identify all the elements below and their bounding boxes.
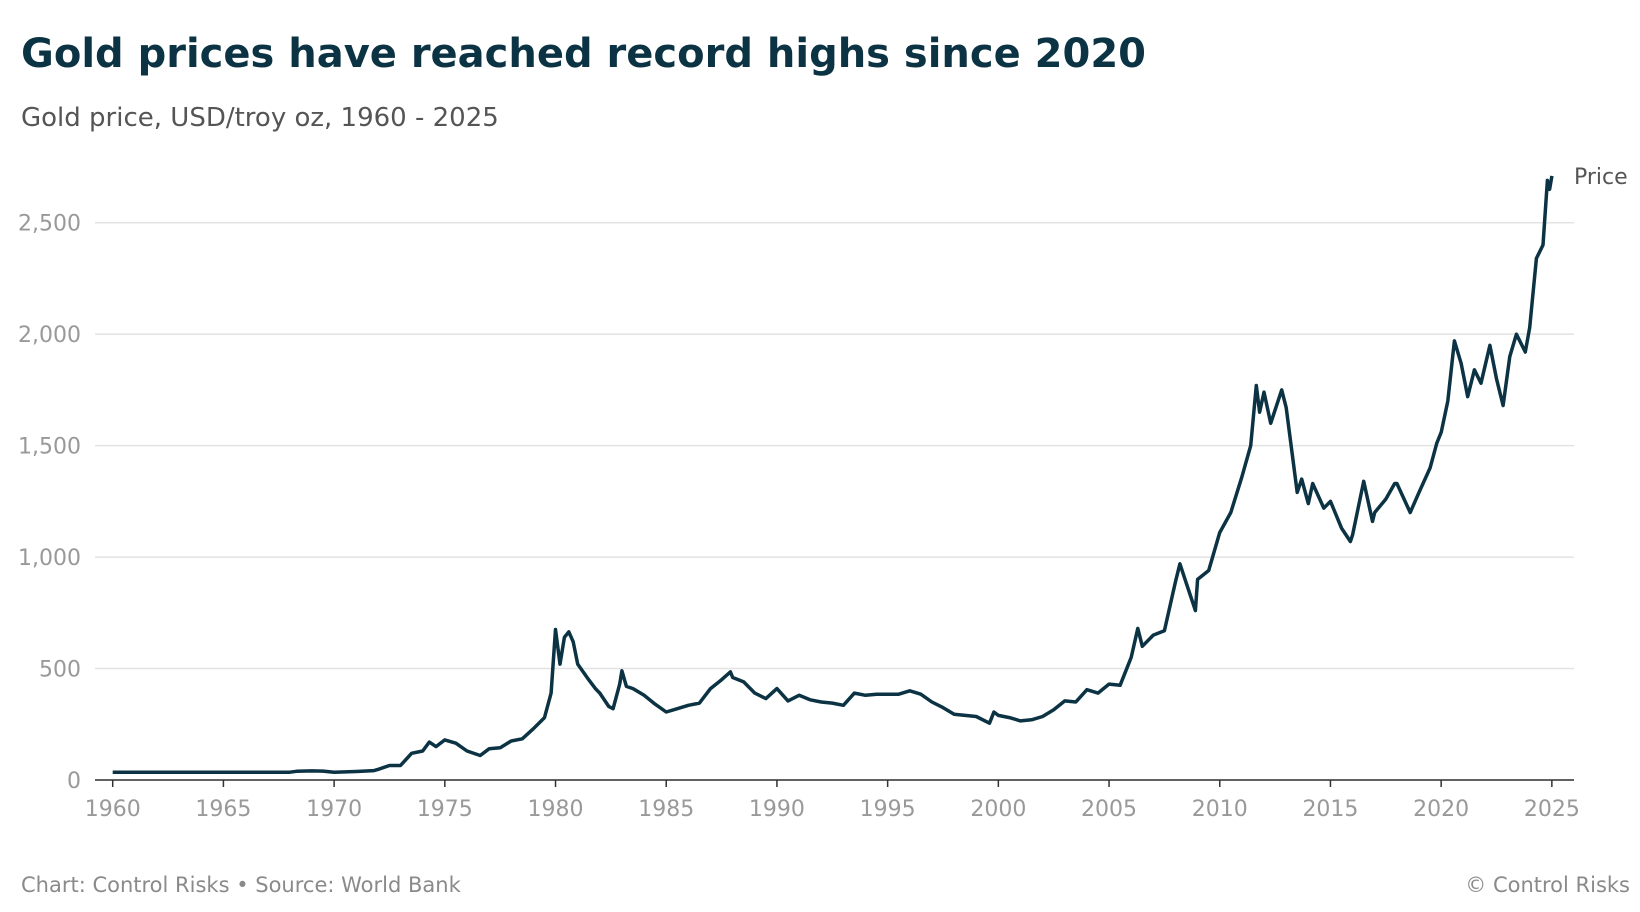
legend-label: Price	[1574, 165, 1628, 190]
source: Chart: Control Risks • Source: World Ban…	[21, 873, 462, 897]
y-tick-label: 1,000	[18, 546, 81, 571]
chart-title: Gold prices have reached record highs si…	[21, 31, 1146, 77]
x-tick-label: 1995	[860, 797, 916, 822]
price-line	[112, 175, 1554, 774]
x-tick-label: 2015	[1302, 797, 1358, 822]
x-tick-label: 1985	[638, 797, 694, 822]
x-tick-label: 1975	[417, 797, 473, 822]
chart-subtitle: Gold price, USD/troy oz, 1960 - 2025	[21, 103, 499, 133]
x-tick-label: 1990	[749, 797, 805, 822]
x-tick-label: 2010	[1192, 797, 1248, 822]
x-tick-label: 2020	[1413, 797, 1469, 822]
y-tick-label: 500	[39, 658, 81, 683]
y-tick-label: 1,500	[18, 435, 81, 460]
y-tick-label: 2,500	[18, 212, 81, 237]
x-tick-label: 1980	[528, 797, 584, 822]
x-tick-label: 2000	[970, 797, 1026, 822]
x-tick-label: 2025	[1524, 797, 1580, 822]
x-tick-label: 1960	[85, 797, 141, 822]
x-tick-label: 1965	[195, 797, 251, 822]
y-tick-label: 0	[67, 769, 81, 794]
y-tick-label: 2,000	[18, 323, 81, 348]
x-tick-label: 1970	[306, 797, 362, 822]
credit: © Control Risks	[1465, 873, 1630, 897]
x-tick-label: 2005	[1081, 797, 1137, 822]
